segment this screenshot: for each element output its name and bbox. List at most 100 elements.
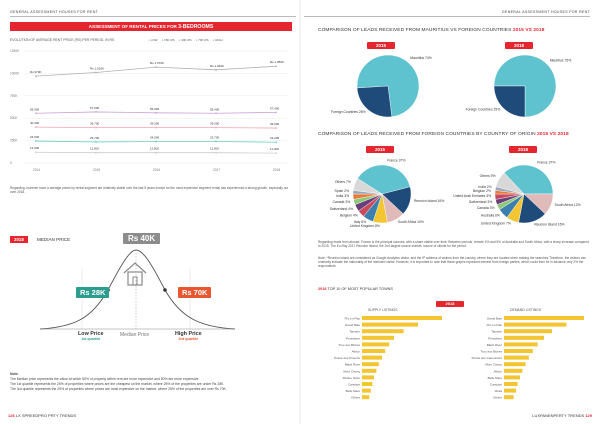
bar-category-label: Belle Mare (346, 389, 361, 393)
bar-category-label: Belle Mare (488, 376, 503, 380)
bar-category-label: Pointe aux Piments (334, 356, 360, 360)
top-rule (304, 16, 590, 17)
pie-slice-label: Mauritius 75% (550, 58, 571, 62)
right-page: GENERAL ASSESSMENT HOUSES FOR RENT COMPA… (300, 0, 600, 424)
bar (504, 362, 526, 367)
data-point (155, 140, 157, 143)
supply-title: SUPPLY LISTINGS (368, 308, 398, 312)
data-label: 40,300 (30, 121, 40, 125)
data-label: 23,700 (90, 136, 100, 140)
bar-category-label: Albion (352, 350, 361, 354)
bar-category-label: Trou aux Biches (480, 350, 502, 354)
pie-slice (356, 85, 393, 118)
pie-slice-label: Switzerland 4% (330, 207, 353, 211)
data-label: 11,500 (150, 147, 159, 151)
bar (504, 382, 518, 386)
data-label: 57,400 (270, 106, 280, 110)
data-label: 23,200 (270, 136, 280, 140)
pie-slice-label: Canada 3% (333, 200, 351, 204)
bar-category-label: Mont Choisy (485, 363, 502, 367)
banner-highlight: 3-BEDROOMS (178, 24, 214, 30)
pie-slice-label: United Kingdom 8% (350, 224, 380, 228)
data-point (35, 140, 37, 142)
y-tick-label: 250K (10, 139, 18, 143)
y-tick-label: 500K (10, 116, 18, 120)
x-tick-label: 2014 (33, 168, 40, 172)
data-label: Rs 1,080K (270, 60, 284, 64)
note-line: The 1st quartile represents the 25% of p… (10, 382, 225, 386)
data-point (155, 66, 157, 69)
legend-item: ● 15K RS (161, 38, 175, 42)
bar (504, 355, 529, 360)
bar-category-label: Moka (495, 389, 503, 393)
median-tag: 2018 (10, 236, 28, 243)
pie-slice-label: Others 9% (480, 174, 496, 178)
pie-slice-label: Canada 3% (477, 206, 495, 210)
data-label: 24,500 (30, 135, 40, 139)
paragraph-leads: Regarding leads from abroad, France is t… (318, 240, 589, 249)
bar-category-label: Pereybere (346, 336, 360, 340)
low-value-badge: Rs 28K (76, 287, 110, 298)
pie-slice-label: Switzerland 3% (469, 200, 492, 204)
data-label: 57,000 (90, 106, 100, 110)
pie-slice-label: Reunion Island 16% (414, 199, 444, 203)
legend-item: ● 40K RS (178, 38, 192, 42)
pie-slice-label: Italy 6% (354, 220, 366, 224)
pie-slice-label: United Arab Emirates 3% (453, 194, 491, 198)
bar (362, 362, 379, 367)
line-chart-legend: ● LOW ● 15K RS ● 40K RS ● 70K RS ● HIGH (148, 38, 223, 42)
top10-heading: 2018 TOP 10 OF MOST POPULAR TOWNS (318, 287, 393, 291)
y-tick-label: 1250K (10, 49, 20, 53)
bar (504, 342, 538, 347)
bar (504, 375, 520, 380)
bar (504, 329, 552, 334)
x-tick-label: 2015 (93, 168, 100, 172)
bar-category-label: Rivière Noire (343, 376, 361, 380)
data-label: 55,000 (30, 107, 40, 111)
data-label: Rs 1,070K (150, 61, 164, 65)
data-point (275, 141, 277, 144)
pie-slice-label: Belgium 2% (473, 189, 491, 193)
pie-slice (503, 164, 554, 195)
pie-slice (353, 178, 383, 195)
pie-slice-label: Others 7% (335, 180, 351, 184)
data-label: 39,000 (270, 122, 280, 126)
bar (362, 349, 386, 353)
pie-slice-label: India 2% (478, 185, 491, 189)
footer: 126 LX SPREEDPRO PRTY TRENDS (8, 413, 77, 418)
pie-slice (493, 54, 557, 118)
data-point (95, 111, 97, 113)
legend-item: ● LOW (148, 38, 158, 42)
bar (504, 368, 523, 373)
y-tick-label: 750K (10, 94, 18, 98)
bar (362, 395, 370, 400)
bar-category-label: Tamarin (491, 330, 502, 334)
note-line: The Median price represents the value at… (10, 377, 200, 381)
pie-slice-label: Australia 6% (481, 214, 500, 218)
bar-category-label: Black River (487, 343, 502, 347)
pie-slice-label: Foreign Countries 26% (331, 110, 366, 114)
data-label: 55,400 (210, 107, 220, 111)
median-price-label: Median Price (120, 332, 150, 338)
data-point (35, 75, 37, 77)
bar (362, 382, 373, 386)
pie-mauritius-2018: Mauritius 75% Foreign Countries 25% (466, 54, 571, 118)
high-price-label: High Price 3rd quartile (175, 331, 202, 341)
house-icon (120, 258, 150, 288)
data-label: 23,700 (210, 135, 220, 139)
line-chart-subtitle: EVOLUTION OF AVERAGE RENT PRICE (RS) PER… (10, 38, 240, 42)
pie-slice-label: Belgium 4% (340, 214, 358, 218)
paragraph-note: Note: *Reunion Island are considered as … (318, 256, 586, 269)
note-line: The 3rd quartile represents the 25% of p… (10, 387, 227, 391)
data-point (35, 126, 37, 129)
data-point (35, 151, 37, 154)
pie-slice-label: Foreign Countries 25% (466, 108, 501, 112)
bar (362, 335, 394, 340)
top-rule (10, 16, 296, 17)
data-label: 24,000 (150, 135, 160, 139)
x-tick-label: 2018 (273, 168, 280, 172)
bar (362, 342, 390, 347)
y-tick-label: 1000K (10, 71, 20, 75)
bar (362, 375, 374, 380)
bar-category-label: Others (493, 396, 503, 400)
